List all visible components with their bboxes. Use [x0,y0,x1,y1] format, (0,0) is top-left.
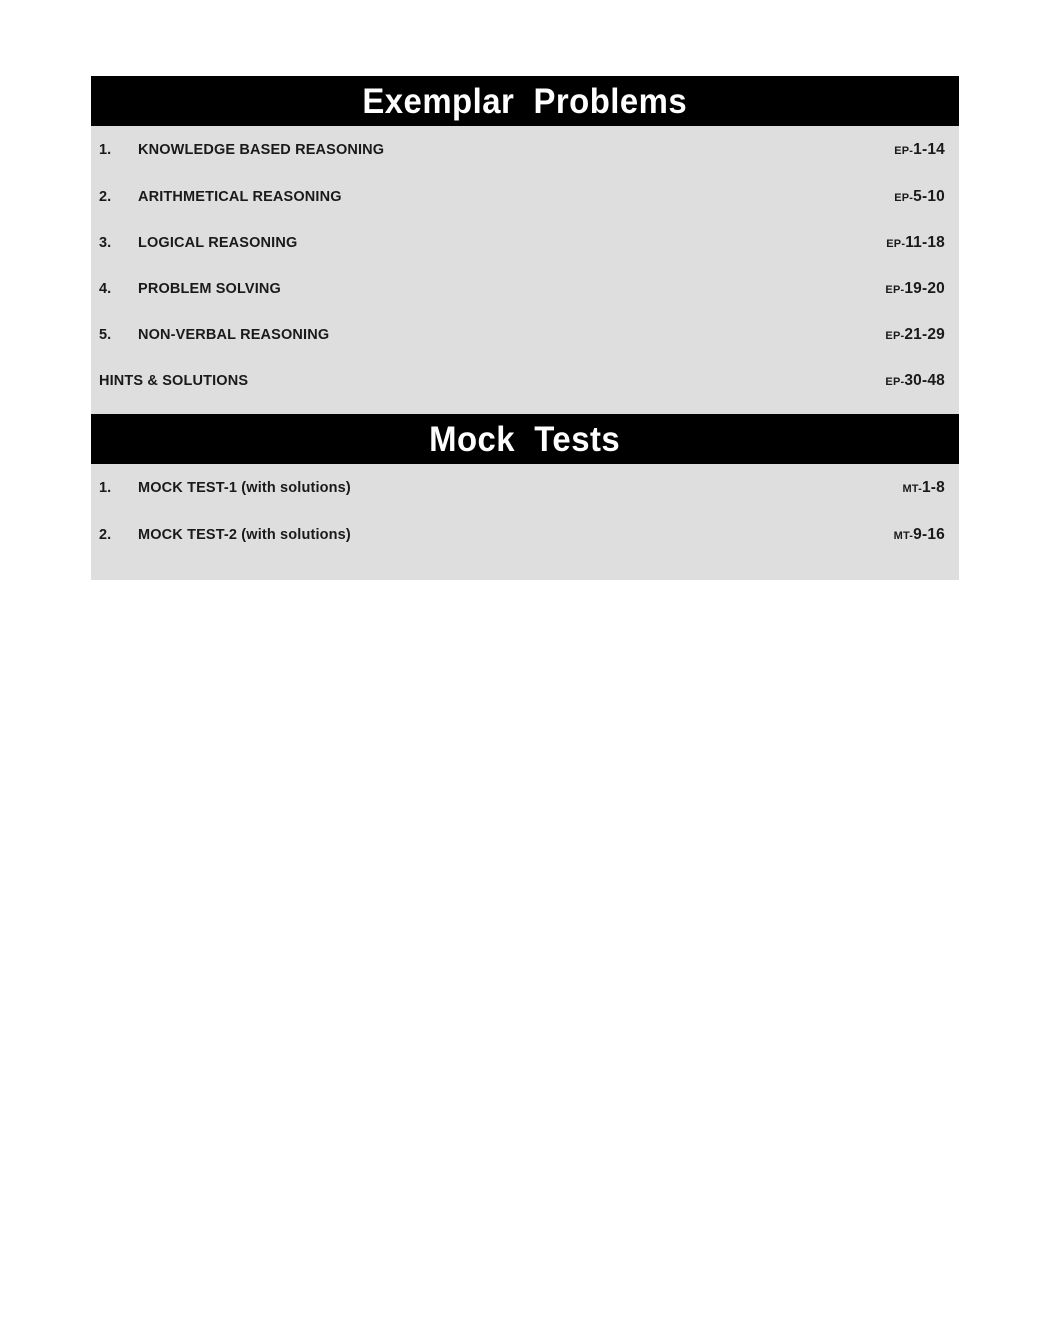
section-body-mock-tests: 1. MOCK TEST-1 (with solutions) MT-1-8 2… [91,464,959,580]
table-row-hints-solutions[interactable]: HINTS & SOLUTIONS EP-30-48 [91,358,959,404]
row-number: 3. [99,235,112,251]
row-page-range: EP-19-20 [885,280,945,298]
table-row[interactable]: 4. PROBLEM SOLVING EP-19-20 [91,266,959,312]
row-number: 4. [99,281,112,297]
table-row[interactable]: 5. NON-VERBAL REASONING EP-21-29 [91,312,959,358]
row-label: MOCK TEST-2 (with solutions) [138,527,351,543]
row-label: PROBLEM SOLVING [138,281,281,297]
section-banner-exemplar-problems: Exemplar Problems [91,76,959,126]
table-row[interactable]: 2. MOCK TEST-2 (with solutions) MT-9-16 [91,512,959,558]
section-title-exemplar-problems: Exemplar Problems [362,81,688,121]
page-range-value: 9-16 [913,526,945,543]
section-spacer [91,558,959,580]
row-label: NON-VERBAL REASONING [138,327,330,343]
row-page-range: EP-30-48 [885,372,945,390]
table-row[interactable]: 3. LOGICAL REASONING EP-11-18 [91,220,959,266]
page-prefix: EP- [894,192,914,204]
page-prefix: EP- [885,284,905,296]
row-label: HINTS & SOLUTIONS [99,373,249,389]
page-prefix: EP- [885,330,905,342]
row-number: 5. [99,327,112,343]
section-title-mock-tests: Mock Tests [429,419,621,459]
row-page-range: MT-9-16 [894,526,945,544]
page-range-value: 1-14 [913,141,945,158]
page-range-value: 30-48 [904,372,945,389]
section-body-exemplar-problems: 1. KNOWLEDGE BASED REASONING EP-1-14 2. … [91,126,959,414]
section-banner-mock-tests: Mock Tests [91,414,959,464]
row-page-range: EP-5-10 [894,188,945,206]
row-number: 2. [99,189,112,205]
row-label: LOGICAL REASONING [138,235,298,251]
page-prefix: MT- [902,483,922,495]
table-of-contents-panel: Exemplar Problems 1. KNOWLEDGE BASED REA… [91,76,959,580]
row-page-range: EP-11-18 [886,234,945,252]
section-spacer [91,404,959,414]
table-row[interactable]: 1. KNOWLEDGE BASED REASONING EP-1-14 [91,126,959,174]
page-prefix: MT- [893,530,914,542]
row-number: 1. [99,142,112,158]
row-page-range: EP-21-29 [885,326,945,344]
page-prefix: EP- [885,376,905,388]
row-page-range: EP-1-14 [894,141,945,159]
table-row[interactable]: 1. MOCK TEST-1 (with solutions) MT-1-8 [91,464,959,512]
page-range-value: 1-8 [921,479,945,496]
page-prefix: EP- [886,238,906,250]
page-range-value: 19-20 [904,280,945,297]
table-row[interactable]: 2. ARITHMETICAL REASONING EP-5-10 [91,174,959,220]
page-prefix: EP- [894,145,914,157]
page-range-value: 5-10 [913,188,945,205]
page-range-value: 21-29 [904,326,945,343]
row-label: KNOWLEDGE BASED REASONING [138,142,385,158]
page-range-value: 11-18 [905,234,945,251]
row-label: ARITHMETICAL REASONING [138,189,342,205]
row-number: 1. [99,480,112,496]
row-number: 2. [99,527,112,543]
row-page-range: MT-1-8 [902,479,945,497]
row-label: MOCK TEST-1 (with solutions) [138,480,351,496]
